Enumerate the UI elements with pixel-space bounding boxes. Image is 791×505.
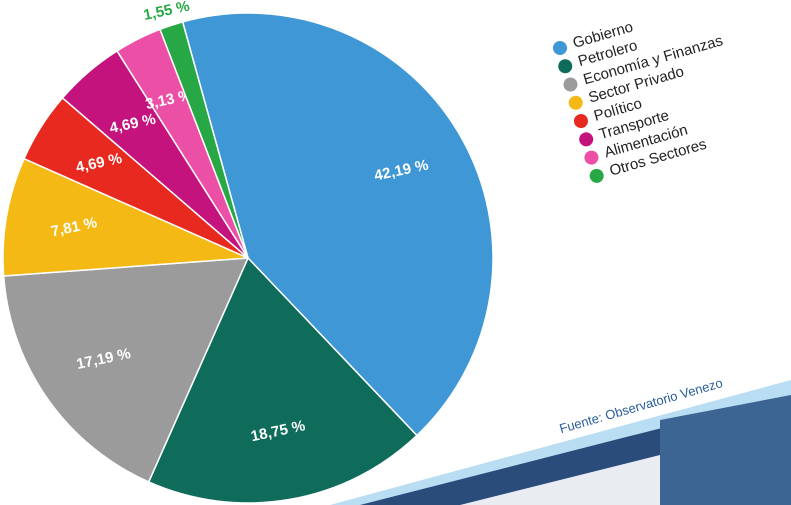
legend-swatch [568,95,583,110]
pie-slice [147,256,418,504]
legend-swatch [563,77,578,92]
legend-swatch [589,168,604,183]
slice-label: 1,55 % [142,0,191,24]
legend-swatch [558,59,573,74]
legend-swatch [579,132,594,147]
pie-slice [2,257,250,483]
background-photo [330,380,791,505]
pie-slice [2,157,249,277]
legend-swatch [584,150,599,165]
pie-slice [181,12,494,437]
legend-swatch [573,114,588,129]
pie: 42,19 %18,75 %17,19 %7,81 %4,69 %4,69 %3… [2,0,494,504]
legend-swatch [553,41,567,55]
pie-slice [159,20,249,259]
